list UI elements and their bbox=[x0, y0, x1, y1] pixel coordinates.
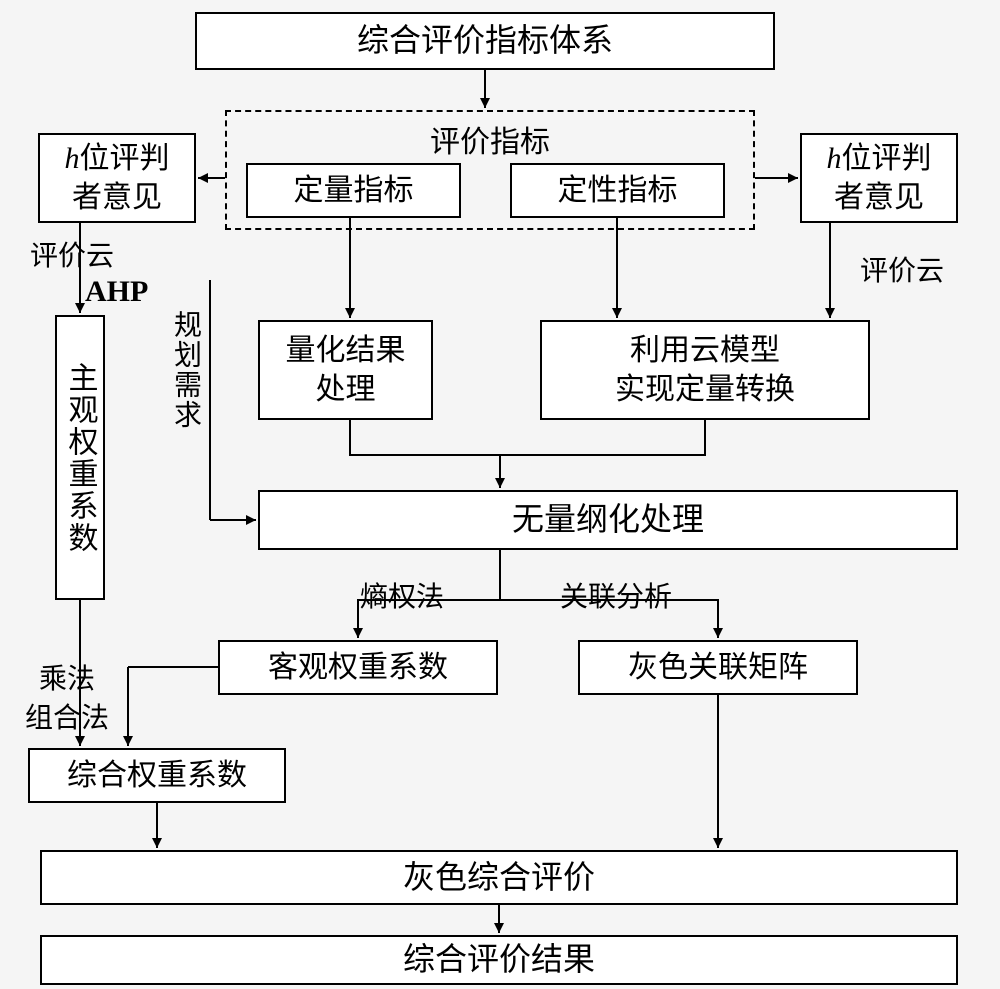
node-qual-idx-label: 定性指标 bbox=[558, 171, 678, 210]
node-comb-weight: 综合权重系数 bbox=[28, 748, 286, 803]
label-mult-comb: 乘法 组合法 bbox=[25, 660, 109, 738]
node-obj-weight-label: 客观权重系数 bbox=[268, 648, 448, 687]
node-grey-eval-label: 灰色综合评价 bbox=[403, 857, 595, 899]
node-subj-weight: 主观权重系数 bbox=[55, 315, 105, 600]
node-result-label: 综合评价结果 bbox=[403, 939, 595, 981]
label-cloud-left: 评价云 bbox=[30, 234, 114, 274]
node-dimless: 无量纲化处理 bbox=[258, 490, 958, 550]
label-entropy: 熵权法 bbox=[360, 575, 444, 615]
node-cloud-model: 利用云模型 实现定量转换 bbox=[540, 320, 870, 420]
label-ahp: AHP bbox=[85, 275, 148, 309]
node-judge-right: h位评判 者意见 bbox=[800, 133, 958, 223]
node-dimless-label: 无量纲化处理 bbox=[512, 499, 704, 541]
node-grey-matrix-label: 灰色关联矩阵 bbox=[628, 648, 808, 687]
node-qual-idx: 定性指标 bbox=[510, 163, 725, 218]
label-corr: 关联分析 bbox=[560, 575, 672, 615]
node-grey-matrix: 灰色关联矩阵 bbox=[578, 640, 858, 695]
node-quant-result: 量化结果 处理 bbox=[258, 320, 433, 420]
node-quant-idx: 定量指标 bbox=[246, 163, 461, 218]
node-judge-right-label: h位评判 者意见 bbox=[827, 139, 932, 217]
node-top-label: 综合评价指标体系 bbox=[357, 20, 613, 62]
node-result: 综合评价结果 bbox=[40, 935, 958, 985]
label-cloud-right: 评价云 bbox=[860, 249, 944, 289]
node-eval-group-label: 评价指标 bbox=[227, 117, 753, 161]
node-cloud-model-label: 利用云模型 实现定量转换 bbox=[615, 331, 795, 409]
node-judge-left: h位评判 者意见 bbox=[38, 133, 196, 223]
node-obj-weight: 客观权重系数 bbox=[218, 640, 498, 695]
node-judge-left-label: h位评判 者意见 bbox=[65, 139, 170, 217]
node-quant-idx-label: 定量指标 bbox=[294, 171, 414, 210]
node-grey-eval: 灰色综合评价 bbox=[40, 850, 958, 905]
node-quant-result-label: 量化结果 处理 bbox=[286, 331, 406, 409]
node-comb-weight-label: 综合权重系数 bbox=[67, 756, 247, 795]
node-top: 综合评价指标体系 bbox=[195, 12, 775, 70]
label-plan-req: 规划需求 bbox=[165, 310, 205, 430]
node-subj-weight-label: 主观权重系数 bbox=[61, 362, 100, 554]
